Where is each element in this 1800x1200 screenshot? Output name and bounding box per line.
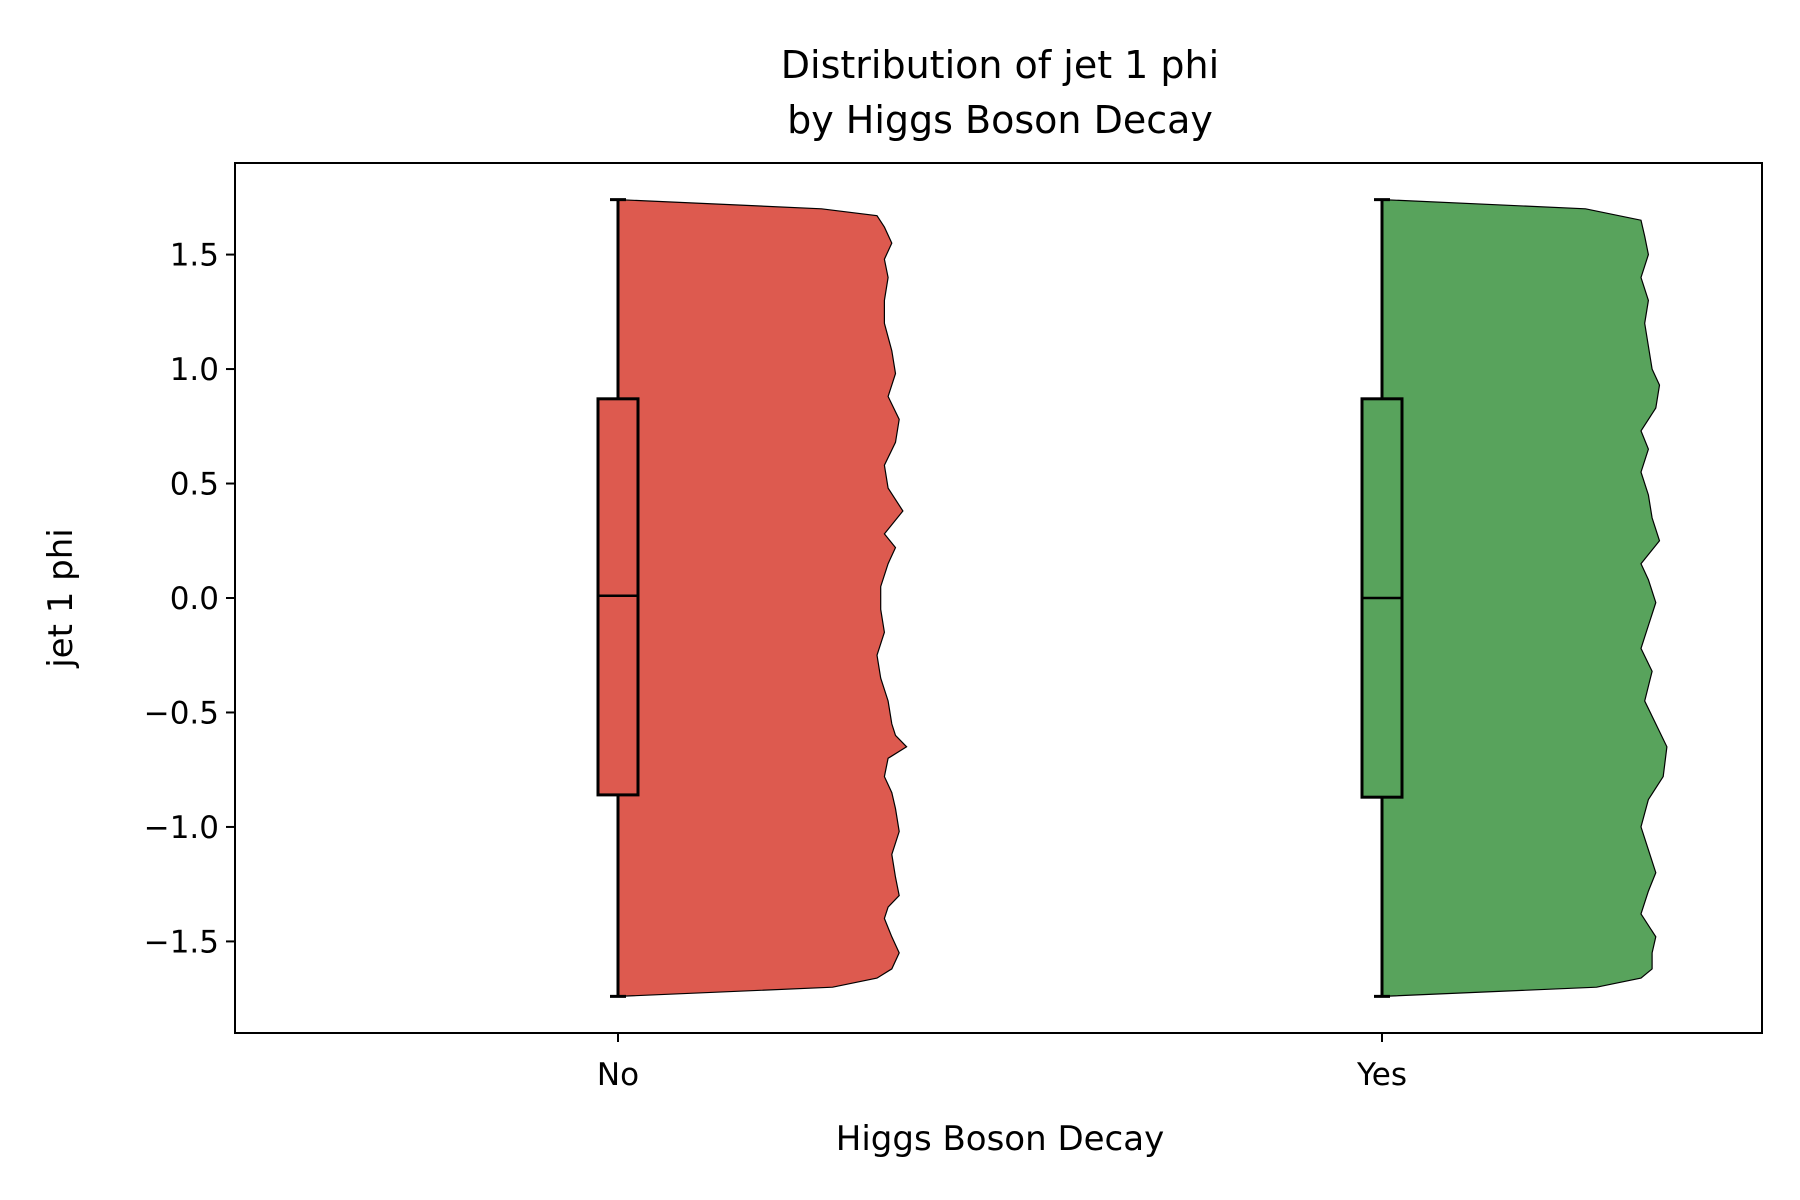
y-axis-label: jet 1 phi [41, 528, 81, 669]
violin-yes [1381, 198, 1668, 998]
x-axis: No Yes [597, 1033, 1407, 1093]
x-tick-label: Yes [1356, 1057, 1407, 1093]
plot-area [596, 198, 1668, 998]
series-yes [1360, 198, 1668, 998]
y-tick-label: 1.0 [170, 352, 219, 388]
series-no [596, 198, 908, 998]
violin-no [617, 198, 908, 998]
chart-title-line2: by Higgs Boson Decay [787, 98, 1213, 142]
x-tick-label: No [597, 1057, 639, 1093]
y-tick-label: −1.0 [144, 810, 219, 846]
y-tick-label: 0.5 [170, 467, 219, 503]
x-axis-label: Higgs Boson Decay [836, 1119, 1164, 1159]
y-tick-label: −0.5 [144, 695, 219, 731]
y-tick-label: −1.5 [144, 924, 219, 960]
y-tick-label: 0.0 [170, 581, 219, 617]
y-axis: −1.5 −1.0 −0.5 0.0 0.5 1.0 1.5 [144, 238, 235, 960]
chart-title-line1: Distribution of jet 1 phi [781, 43, 1219, 87]
y-tick-label: 1.5 [170, 238, 219, 274]
